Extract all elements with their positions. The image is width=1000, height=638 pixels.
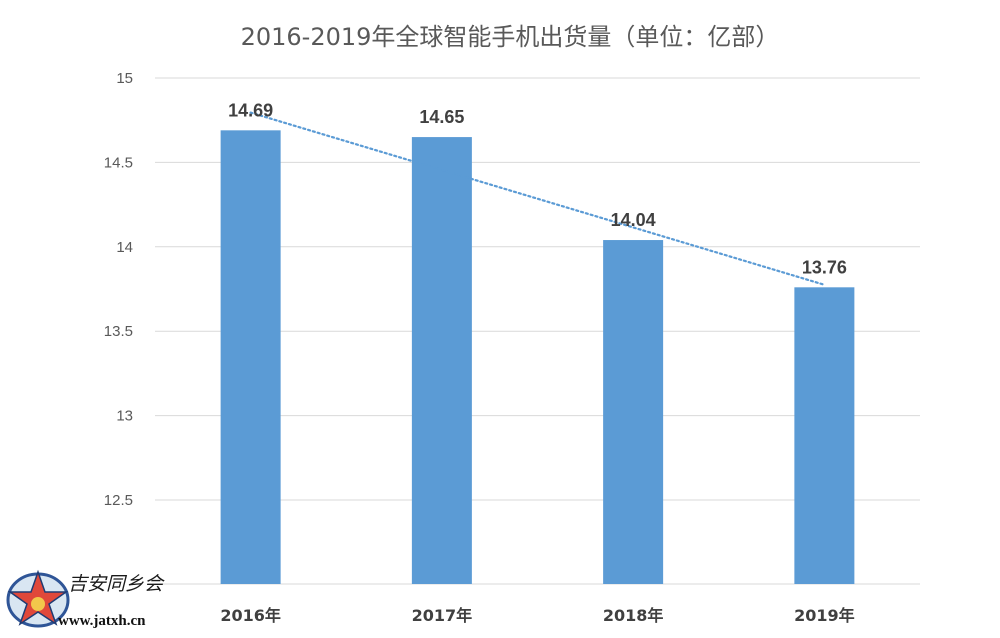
gridlines	[155, 77, 920, 585]
watermark-url: www.jatxh.cn	[58, 613, 146, 629]
trendline	[249, 111, 826, 286]
bar	[603, 240, 664, 584]
y-tick-label: 12.5	[104, 492, 133, 509]
data-labels: 14.69 14.65 14.04 13.76	[228, 100, 847, 277]
y-tick-label: 14.5	[104, 154, 133, 171]
y-axis-ticks: 12.5 13 13.5 14 14.5 15	[104, 70, 133, 509]
y-tick-label: 13	[116, 408, 133, 425]
watermark-name: 吉安同乡会	[68, 573, 165, 595]
watermark-logo-icon	[6, 569, 70, 628]
chart-title: 2016-2019年全球智能手机出货量（单位：亿部）	[241, 23, 780, 51]
x-tick-label: 2016年	[220, 606, 281, 625]
bar	[411, 137, 472, 584]
x-tick-label: 2017年	[412, 606, 473, 625]
y-tick-label: 13.5	[104, 323, 133, 340]
y-tick-label: 14	[116, 239, 133, 256]
data-label: 14.65	[419, 107, 464, 127]
data-label: 14.04	[611, 210, 656, 230]
data-label: 13.76	[802, 257, 847, 277]
watermark: 吉安同乡会 www.jatxh.cn	[6, 569, 165, 629]
y-tick-label: 15	[116, 70, 133, 87]
bar	[220, 130, 281, 584]
bars	[220, 130, 855, 584]
trendline-line	[249, 111, 826, 286]
bar	[794, 287, 855, 584]
x-axis-ticks: 2016年 2017年 2018年 2019年	[220, 606, 854, 625]
x-tick-label: 2019年	[794, 606, 855, 625]
data-label: 14.69	[228, 100, 273, 120]
x-tick-label: 2018年	[603, 606, 664, 625]
